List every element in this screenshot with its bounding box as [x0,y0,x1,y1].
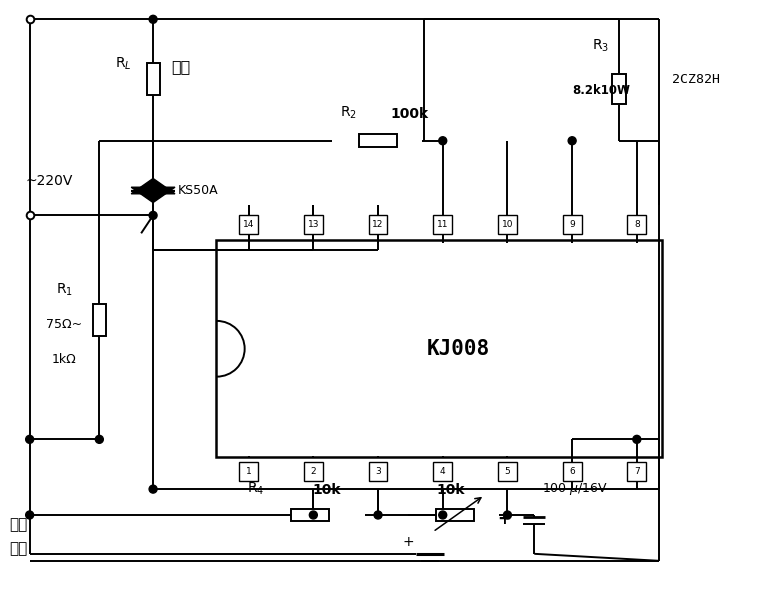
Text: 100k: 100k [390,107,428,121]
Text: 100 $\mu$/16V: 100 $\mu$/16V [542,481,608,497]
Circle shape [568,137,576,145]
Bar [93,304,106,336]
Circle shape [149,485,157,493]
Text: 8.2k10W: 8.2k10W [572,84,630,97]
Bar [498,215,517,234]
Text: 10: 10 [502,220,513,229]
Text: R$_3$: R$_3$ [592,38,610,54]
Text: R$_2$: R$_2$ [340,104,357,121]
Circle shape [503,511,511,519]
Text: R$_4$: R$_4$ [247,481,264,497]
Text: 13: 13 [307,220,319,229]
Text: 5: 5 [505,467,510,476]
Text: +: + [497,510,511,528]
Text: 负载: 负载 [171,59,190,74]
Bar [433,462,452,481]
Text: 1: 1 [245,467,252,476]
Text: 2: 2 [310,467,317,476]
Text: 7: 7 [634,467,640,476]
Bar [368,215,388,234]
Text: 6: 6 [569,467,575,476]
Text: +: + [402,535,414,549]
Text: 1kΩ: 1kΩ [52,353,77,366]
Bar [304,462,323,481]
Bar [292,509,330,521]
Circle shape [25,436,34,443]
Text: 10k: 10k [313,483,341,497]
Text: R$_1$: R$_1$ [56,282,73,298]
Circle shape [96,436,103,443]
Text: R$_L$: R$_L$ [114,56,131,72]
Text: ~220V: ~220V [25,173,73,188]
Circle shape [438,137,447,145]
Bar [612,74,626,104]
Bar [628,215,646,234]
Bar [628,462,646,481]
Text: 14: 14 [243,220,254,229]
Text: 8: 8 [634,220,640,229]
Text: 元件: 元件 [10,541,28,556]
Bar [359,134,397,147]
Circle shape [25,511,34,519]
Text: 敏感: 敏感 [10,517,28,532]
Bar [368,462,388,481]
Text: 11: 11 [437,220,449,229]
Bar [147,63,160,95]
Text: 4: 4 [440,467,445,476]
Text: 12: 12 [372,220,384,229]
Circle shape [633,436,641,443]
Circle shape [374,511,382,519]
Circle shape [149,16,157,23]
Bar [435,509,473,521]
Circle shape [149,211,157,220]
Circle shape [438,511,447,519]
Bar [239,462,258,481]
Text: 75Ω~: 75Ω~ [46,319,83,331]
Text: KS50A: KS50A [178,184,218,197]
Text: 9: 9 [569,220,575,229]
Text: KJ008: KJ008 [427,339,490,359]
Bar [563,462,581,481]
Bar [216,240,662,457]
Bar [239,215,258,234]
Circle shape [310,511,317,519]
Bar [498,462,517,481]
Text: 10k: 10k [437,483,466,497]
Polygon shape [131,187,175,203]
Bar [563,215,581,234]
Text: 3: 3 [375,467,381,476]
Polygon shape [131,178,175,194]
Text: 2CZ82H: 2CZ82H [672,73,720,86]
Bar [304,215,323,234]
Bar [433,215,452,234]
